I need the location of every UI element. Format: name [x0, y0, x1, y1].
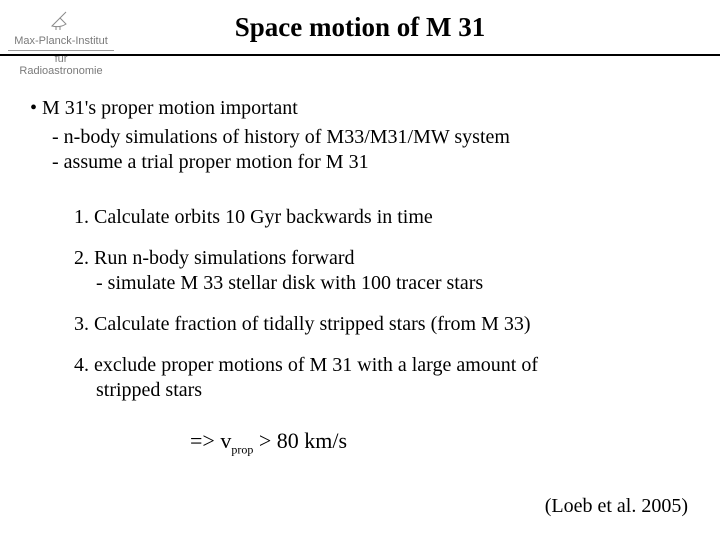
step-2-line1: 2. Run n-body simulations forward	[74, 246, 690, 271]
title-underline	[0, 54, 720, 56]
slide-title: Space motion of M 31	[0, 12, 720, 43]
slide: Max-Planck-Institut für Radioastronomie …	[0, 0, 720, 540]
logo-divider	[8, 50, 114, 51]
step-2: 2. Run n-body simulations forward - simu…	[74, 246, 690, 296]
step-2-sub: - simulate M 33 stellar disk with 100 tr…	[96, 271, 690, 296]
intro-sub-2: - assume a trial proper motion for M 31	[52, 150, 690, 175]
step-4: 4. exclude proper motions of M 31 with a…	[74, 353, 690, 403]
step-3: 3. Calculate fraction of tidally strippe…	[74, 312, 690, 337]
slide-body: • M 31's proper motion important - n-bod…	[30, 96, 690, 457]
result-prefix: => v	[190, 428, 231, 453]
result-subscript: prop	[231, 442, 253, 456]
result-line: => vprop > 80 km/s	[190, 427, 690, 457]
numbered-list: 1. Calculate orbits 10 Gyr backwards in …	[74, 205, 690, 403]
result-suffix: > 80 km/s	[253, 428, 347, 453]
step-4-line2: stripped stars	[96, 378, 690, 403]
citation: (Loeb et al. 2005)	[545, 495, 688, 518]
intro-sub-1: - n-body simulations of history of M33/M…	[52, 125, 690, 150]
step-1: 1. Calculate orbits 10 Gyr backwards in …	[74, 205, 690, 230]
intro-bullet: • M 31's proper motion important	[30, 96, 690, 121]
logo-text-line3: Radioastronomie	[6, 65, 116, 77]
step-4-line1: 4. exclude proper motions of M 31 with a…	[74, 353, 690, 378]
